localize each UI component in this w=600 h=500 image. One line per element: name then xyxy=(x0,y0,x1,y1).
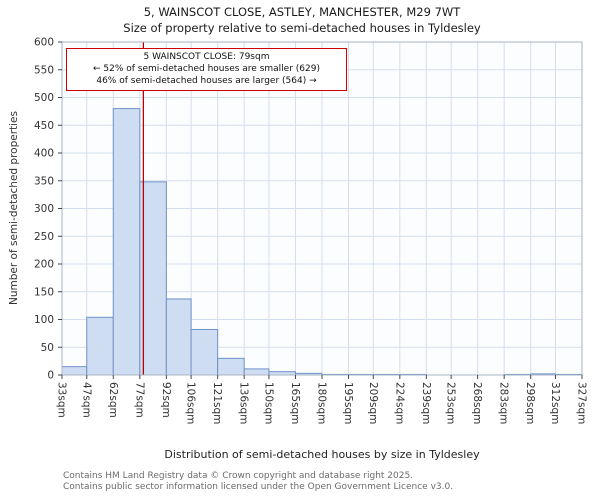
footer-line-2: Contains public sector information licen… xyxy=(63,482,454,492)
y-tick-label: 200 xyxy=(34,259,54,271)
y-tick-label: 250 xyxy=(34,231,54,243)
annotation-property-line: 5 WAINSCOT CLOSE: 79sqm xyxy=(143,52,270,62)
histogram-bar xyxy=(112,108,141,376)
histogram-bar xyxy=(243,368,270,376)
attribution-footer: Contains HM Land Registry data © Crown c… xyxy=(63,471,593,493)
x-tick-label: 180sqm xyxy=(316,382,328,424)
y-tick-label: 550 xyxy=(34,64,54,76)
x-tick-label: 150sqm xyxy=(262,382,274,424)
x-tick-label: 121sqm xyxy=(211,382,223,424)
x-tick-label: 298sqm xyxy=(524,382,536,424)
chart-subtitle: Size of property relative to semi-detach… xyxy=(123,21,481,35)
y-tick-label: 350 xyxy=(34,175,54,187)
x-tick-label: 209sqm xyxy=(367,382,379,424)
x-axis-label: Distribution of semi-detached houses by … xyxy=(164,448,480,461)
histogram-bar xyxy=(165,298,192,376)
x-tick-label: 106sqm xyxy=(185,382,197,424)
y-axis-label: Number of semi-detached properties xyxy=(8,111,20,305)
x-tick-label: 312sqm xyxy=(549,382,561,424)
annotation-smaller-line: ← 52% of semi-detached houses are smalle… xyxy=(93,64,320,74)
y-tick-label: 0 xyxy=(47,370,54,382)
y-tick-label: 300 xyxy=(34,203,54,215)
histogram-bar xyxy=(139,181,167,376)
y-tick-label: 50 xyxy=(41,342,54,354)
x-tick-label: 224sqm xyxy=(393,382,405,424)
histogram-bar xyxy=(86,316,114,376)
x-tick-label: 327sqm xyxy=(576,382,588,424)
y-tick-label: 600 xyxy=(34,37,54,49)
y-tick-label: 400 xyxy=(34,148,54,160)
x-tick-label: 47sqm xyxy=(80,382,92,418)
x-tick-label: 33sqm xyxy=(56,382,68,418)
x-tick-label: 165sqm xyxy=(289,382,301,424)
y-tick-label: 100 xyxy=(34,314,54,326)
y-tick-label: 450 xyxy=(34,120,54,132)
x-tick-label: 77sqm xyxy=(133,382,145,418)
x-tick-label: 283sqm xyxy=(498,382,510,424)
chart-title: 5, WAINSCOT CLOSE, ASTLEY, MANCHESTER, M… xyxy=(143,5,461,19)
x-tick-label: 253sqm xyxy=(445,382,457,424)
y-tick-label: 150 xyxy=(34,286,54,298)
x-tick-label: 92sqm xyxy=(160,382,172,418)
footer-line-1: Contains HM Land Registry data © Crown c… xyxy=(63,471,414,481)
histogram-bar xyxy=(61,366,88,376)
x-tick-label: 268sqm xyxy=(471,382,483,424)
x-tick-label: 195sqm xyxy=(342,382,354,424)
x-tick-label: 62sqm xyxy=(107,382,119,418)
annotation-larger-line: 46% of semi-detached houses are larger (… xyxy=(96,76,317,86)
histogram-bar xyxy=(217,357,245,376)
x-tick-label: 239sqm xyxy=(420,382,432,424)
y-tick-label: 500 xyxy=(34,92,54,104)
x-tick-label: 136sqm xyxy=(238,382,250,424)
marker-annotation: 5 WAINSCOT CLOSE: 79sqm ← 52% of semi-de… xyxy=(66,48,347,91)
histogram-bar xyxy=(190,328,219,376)
